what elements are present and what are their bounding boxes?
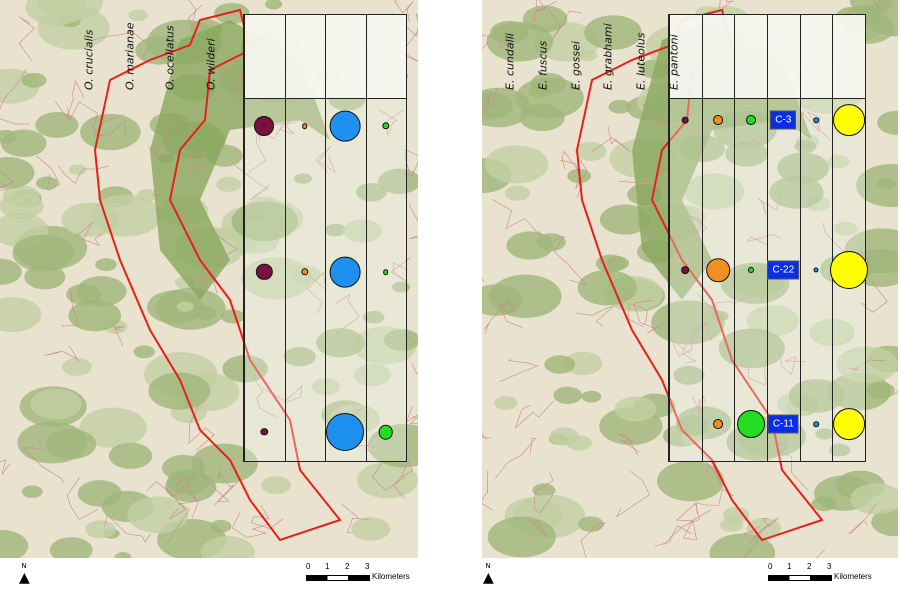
scale-tick: 1 — [325, 562, 330, 571]
abundance-circle — [254, 116, 275, 136]
abundance-circle — [301, 268, 309, 276]
species-column: E. fuscus — [536, 15, 736, 461]
north-label: N — [21, 562, 27, 570]
abundance-circle — [326, 413, 365, 451]
scale-tick: 2 — [345, 562, 350, 571]
species-label: O. wilderi — [204, 38, 218, 90]
abundance-circle — [706, 258, 730, 282]
species-column: E. cundalli — [504, 15, 703, 461]
site-label: C-11 — [767, 414, 799, 434]
scale-tick: 0 — [306, 562, 311, 571]
abundance-circle — [745, 115, 756, 125]
scale-unit: Kilometers — [834, 572, 872, 581]
species-column: O. crucialis — [83, 15, 286, 461]
abundance-circle — [301, 123, 308, 129]
scale-tick: 2 — [807, 562, 812, 571]
abundance-circle — [260, 428, 268, 436]
site-label: C-3 — [770, 110, 797, 130]
species-table: E. cundalli E. fuscus E. gossei E. grabhami… — [504, 14, 868, 462]
abundance-circle — [832, 408, 865, 440]
site-label: C-22 — [767, 260, 800, 280]
species-column: E. pantoni — [667, 15, 866, 461]
abundance-circle — [813, 117, 819, 123]
abundance-circle — [713, 419, 723, 429]
species-column: O. wilderi — [204, 15, 408, 461]
abundance-circle — [813, 267, 819, 273]
abundance-circle — [829, 251, 868, 289]
scale-unit: Kilometers — [372, 572, 410, 581]
abundance-circle — [681, 266, 690, 274]
species-label: E. pantoni — [667, 34, 681, 90]
north-arrow-icon: ▲ — [483, 570, 494, 586]
north-arrow: N ▲ — [483, 562, 494, 586]
abundance-circle — [681, 116, 689, 124]
scale-tick: 0 — [768, 562, 773, 571]
abundance-circle — [747, 267, 754, 273]
scale-tick: 3 — [827, 562, 832, 571]
scale-tick: 1 — [787, 562, 792, 571]
abundance-circle — [832, 104, 865, 136]
abundance-circle — [813, 421, 819, 427]
north-arrow: N ▲ — [19, 562, 30, 586]
species-column: E. gossei — [569, 15, 768, 461]
species-column: E. luteolus — [634, 15, 834, 461]
map-panel-right: E. cundalli E. fuscus E. gossei E. grabhami… — [482, 0, 898, 558]
species-table: O. crucialis O. marianae O. ocellatus O. wi… — [83, 14, 408, 462]
species-column: E. grabhami — [602, 15, 801, 461]
abundance-circle — [378, 424, 394, 440]
scale-tick: 3 — [365, 562, 370, 571]
abundance-circle — [329, 256, 361, 288]
abundance-circle — [382, 122, 390, 130]
species-column: O. marianae — [123, 15, 327, 461]
abundance-circle — [329, 110, 361, 142]
abundance-circle — [256, 263, 273, 281]
north-arrow-icon: ▲ — [19, 570, 30, 586]
abundance-circle — [736, 410, 765, 438]
north-label: N — [485, 562, 491, 570]
species-column: O. ocellatus — [164, 15, 367, 461]
abundance-circle — [713, 115, 723, 125]
abundance-circle — [382, 269, 389, 275]
map-panel-left: O. crucialis O. marianae O. ocellatus O. wi… — [0, 0, 418, 558]
